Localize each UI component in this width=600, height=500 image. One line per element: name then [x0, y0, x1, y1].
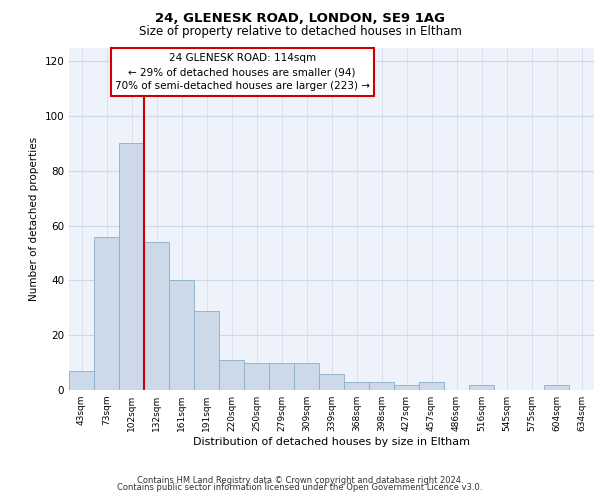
Bar	[344, 382, 369, 390]
Text: Contains public sector information licensed under the Open Government Licence v3: Contains public sector information licen…	[118, 484, 482, 492]
Bar	[219, 360, 244, 390]
Text: 24 GLENESK ROAD: 114sqm
← 29% of detached houses are smaller (94)
70% of semi-de: 24 GLENESK ROAD: 114sqm ← 29% of detache…	[115, 52, 370, 92]
X-axis label: Distribution of detached houses by size in Eltham: Distribution of detached houses by size …	[193, 437, 470, 447]
Bar	[544, 384, 569, 390]
Text: Size of property relative to detached houses in Eltham: Size of property relative to detached ho…	[139, 25, 461, 38]
Bar	[119, 144, 144, 390]
Bar	[394, 384, 419, 390]
Text: 24, GLENESK ROAD, LONDON, SE9 1AG: 24, GLENESK ROAD, LONDON, SE9 1AG	[155, 12, 445, 26]
Bar	[69, 371, 94, 390]
Bar	[94, 236, 119, 390]
Bar	[369, 382, 394, 390]
Bar	[169, 280, 194, 390]
Bar	[294, 362, 319, 390]
Bar	[469, 384, 494, 390]
Bar	[194, 310, 219, 390]
Bar	[269, 362, 294, 390]
Bar	[419, 382, 444, 390]
Text: Contains HM Land Registry data © Crown copyright and database right 2024.: Contains HM Land Registry data © Crown c…	[137, 476, 463, 485]
Bar	[244, 362, 269, 390]
Y-axis label: Number of detached properties: Number of detached properties	[29, 136, 39, 301]
Bar	[144, 242, 169, 390]
Bar	[319, 374, 344, 390]
